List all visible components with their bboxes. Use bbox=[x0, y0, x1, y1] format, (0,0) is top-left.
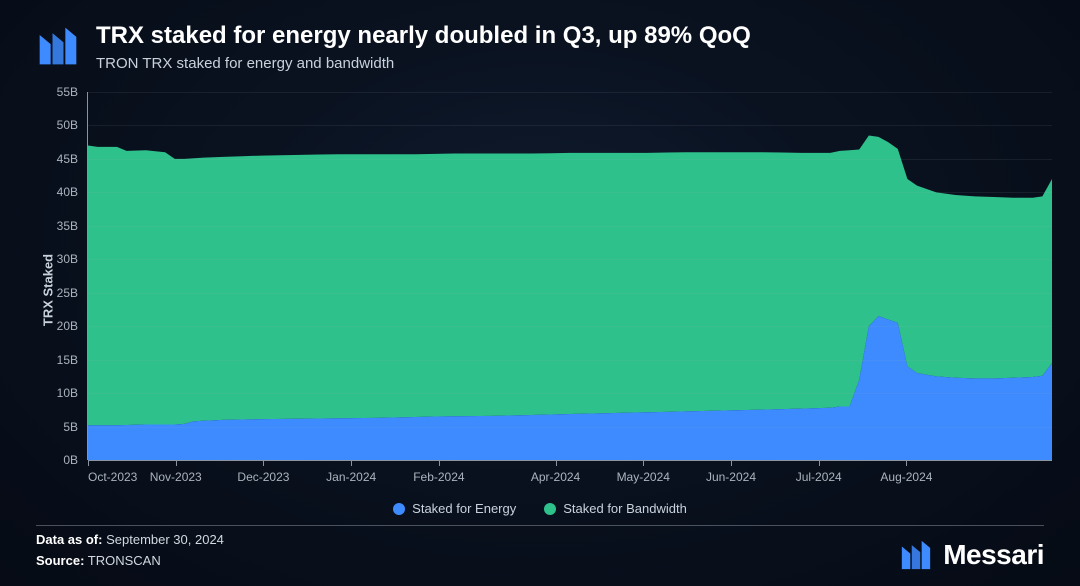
gridline bbox=[88, 360, 1052, 361]
data-as-of-label: Data as of: bbox=[36, 532, 102, 547]
x-tick-label: Aug-2024 bbox=[880, 470, 932, 484]
footer-rule bbox=[36, 525, 1044, 526]
x-ticks: Oct-2023 Nov-2023 Dec-2023 Jan-2024 Feb-2024… bbox=[88, 460, 1052, 488]
y-tick-label: 30B bbox=[57, 252, 78, 266]
x-tick-label: Jan-2024 bbox=[326, 470, 376, 484]
legend-label: Staked for Bandwidth bbox=[563, 501, 687, 516]
x-tick-label: Dec-2023 bbox=[237, 470, 289, 484]
x-tick-label: May-2024 bbox=[617, 470, 670, 484]
legend-label: Staked for Energy bbox=[412, 501, 516, 516]
x-tick-label: Apr-2024 bbox=[531, 470, 580, 484]
source-value: TRONSCAN bbox=[88, 553, 161, 568]
y-tick-label: 10B bbox=[57, 386, 78, 400]
gridline bbox=[88, 259, 1052, 260]
legend-item: Staked for Energy bbox=[393, 501, 516, 516]
legend-swatch bbox=[544, 503, 556, 515]
gridline bbox=[88, 427, 1052, 428]
footer-meta: Data as of: September 30, 2024 Source: T… bbox=[36, 530, 224, 572]
y-tick-label: 40B bbox=[57, 185, 78, 199]
titles: TRX staked for energy nearly doubled in … bbox=[96, 22, 1044, 72]
y-axis-line bbox=[87, 92, 88, 460]
y-ticks: 0B5B10B15B20B25B30B35B40B45B50B55B bbox=[36, 92, 84, 460]
gridline bbox=[88, 125, 1052, 126]
y-tick-label: 50B bbox=[57, 118, 78, 132]
y-tick-label: 25B bbox=[57, 286, 78, 300]
messari-logo-icon bbox=[899, 538, 933, 572]
x-tick-label: Oct-2023 bbox=[88, 470, 137, 484]
chart: TRX Staked 0B5B10B15B20B25B30B35B40B45B5… bbox=[36, 92, 1052, 488]
gridline bbox=[88, 192, 1052, 193]
legend-item: Staked for Bandwidth bbox=[544, 501, 687, 516]
gridline bbox=[88, 393, 1052, 394]
x-tick-label: Jun-2024 bbox=[706, 470, 756, 484]
y-tick-label: 45B bbox=[57, 152, 78, 166]
y-tick-label: 20B bbox=[57, 319, 78, 333]
chart-title: TRX staked for energy nearly doubled in … bbox=[96, 22, 1044, 51]
y-tick-label: 35B bbox=[57, 219, 78, 233]
y-tick-label: 55B bbox=[57, 85, 78, 99]
gridline bbox=[88, 92, 1052, 93]
x-tick-label: Feb-2024 bbox=[413, 470, 464, 484]
brand-name: Messari bbox=[943, 539, 1044, 571]
x-tick-label: Jul-2024 bbox=[796, 470, 842, 484]
legend-swatch bbox=[393, 503, 405, 515]
legend: Staked for Energy Staked for Bandwidth bbox=[0, 501, 1080, 516]
y-tick-label: 0B bbox=[63, 453, 78, 467]
y-tick-label: 15B bbox=[57, 353, 78, 367]
stacked-area-svg bbox=[88, 92, 1052, 460]
gridline bbox=[88, 326, 1052, 327]
gridline bbox=[88, 293, 1052, 294]
header: TRX staked for energy nearly doubled in … bbox=[36, 22, 1044, 72]
gridline bbox=[88, 159, 1052, 160]
chart-subtitle: TRON TRX staked for energy and bandwidth bbox=[96, 55, 1044, 72]
plot-area bbox=[88, 92, 1052, 460]
x-tick-label: Nov-2023 bbox=[150, 470, 202, 484]
y-tick-label: 5B bbox=[63, 420, 78, 434]
brand: Messari bbox=[899, 538, 1044, 572]
messari-logo-icon bbox=[36, 24, 80, 68]
data-as-of-value: September 30, 2024 bbox=[106, 532, 224, 547]
footer: Data as of: September 30, 2024 Source: T… bbox=[36, 530, 1044, 572]
source-label: Source: bbox=[36, 553, 84, 568]
gridline bbox=[88, 226, 1052, 227]
